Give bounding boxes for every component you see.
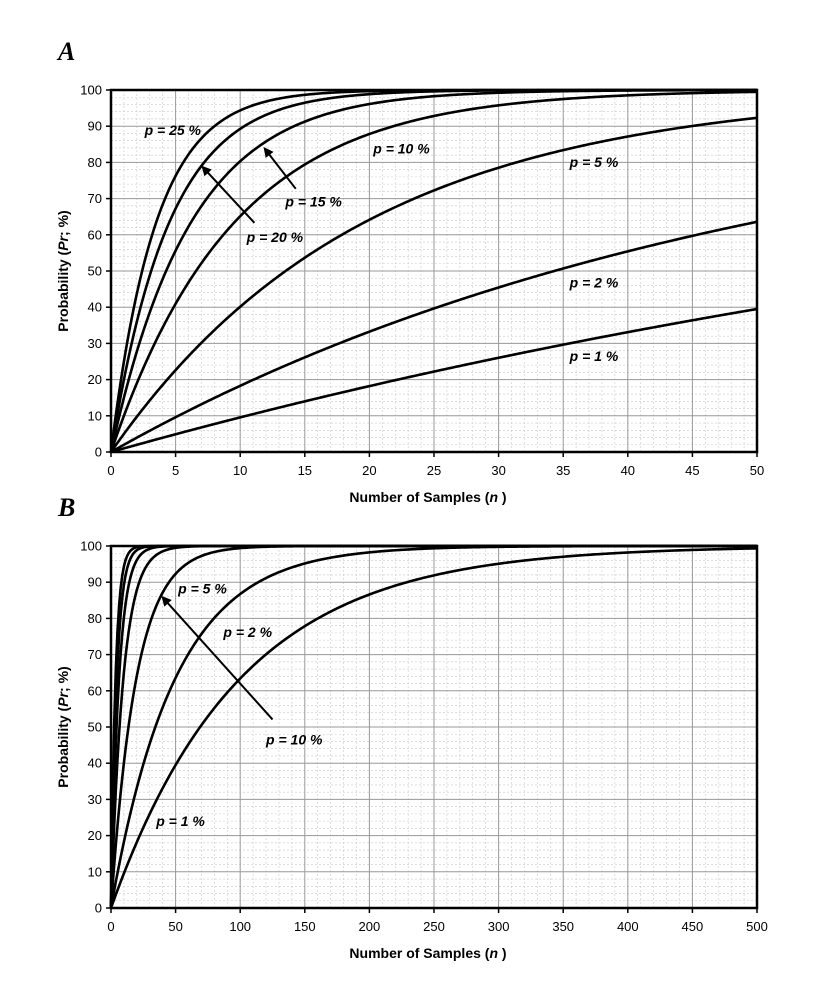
curve-label: p = 25 %	[144, 122, 202, 138]
curve-label: p = 10 %	[265, 731, 323, 747]
major-grid	[110, 545, 758, 909]
series-line-p5	[109, 116, 758, 453]
panel-letter-a: A	[56, 37, 75, 66]
x-tick-label: 50	[168, 919, 182, 934]
x-tick-label: 20	[362, 463, 376, 478]
x-tick-label: 100	[229, 919, 251, 934]
x-tick-label: 400	[617, 919, 639, 934]
series-line-p1	[109, 547, 758, 909]
annotation-arrow	[161, 595, 274, 721]
curve-label: p = 2 %	[222, 624, 272, 640]
series-line-p2	[109, 544, 758, 909]
y-tick-label: 40	[88, 756, 102, 771]
curve-label: p = 10 %	[372, 141, 430, 157]
y-tick-label: 20	[88, 828, 102, 843]
x-axis-title-var: n	[489, 489, 501, 505]
x-tick-label: 250	[423, 919, 445, 934]
x-tick-label: 500	[746, 919, 768, 934]
curve-label: p = 5 %	[569, 154, 619, 170]
y-tick-label: 80	[88, 611, 102, 626]
y-tick-label: 70	[88, 647, 102, 662]
y-axis-title-end: ; %)	[55, 210, 71, 236]
y-axis-title-var: Pr	[55, 690, 71, 706]
y-tick-label: 100	[80, 83, 102, 98]
series-line-p1	[110, 307, 758, 454]
panel-letter-b: B	[57, 493, 75, 522]
x-axis-title-main: Number of Samples (	[349, 489, 489, 505]
x-tick-label: 40	[621, 463, 635, 478]
y-axis-title: Probability (Pr; %)	[55, 666, 71, 787]
y-tick-label: 50	[88, 720, 102, 735]
chart-panel-b: 0 50 100 150 200 250 300 350 400 450 500 0 10 20 30 40 5…	[55, 539, 768, 962]
y-tick-label: 50	[88, 264, 102, 279]
y-tick-label: 0	[95, 445, 102, 460]
x-tick-label: 0	[107, 919, 114, 934]
y-axis-title-main: Probability (	[55, 706, 71, 787]
series-curves	[109, 544, 758, 909]
curve-label: p = 2 %	[569, 275, 619, 291]
curve-label: p = 1 %	[569, 348, 619, 364]
x-tick-label: 5	[172, 463, 179, 478]
x-axis-title: Number of Samples (n )	[349, 945, 506, 961]
y-tick-label: 90	[88, 119, 102, 134]
y-tick-label: 90	[88, 575, 102, 590]
x-tick-label: 25	[427, 463, 441, 478]
y-tick-label: 100	[80, 539, 102, 554]
y-axis-title-main: Probability (	[55, 250, 71, 331]
y-tick-label: 30	[88, 792, 102, 807]
x-axis-title-end: )	[502, 945, 507, 961]
x-tick-label: 30	[491, 463, 505, 478]
x-tick-label: 35	[556, 463, 570, 478]
y-tick-label: 0	[95, 901, 102, 916]
y-tick-label: 20	[88, 372, 102, 387]
x-tick-label: 15	[298, 463, 312, 478]
curve-label: p = 5 %	[177, 580, 227, 596]
y-tick-label: 70	[88, 191, 102, 206]
x-tick-label: 450	[682, 919, 704, 934]
y-tick-label: 80	[88, 155, 102, 170]
x-tick-label: 10	[233, 463, 247, 478]
x-axis-title-end: )	[502, 489, 507, 505]
x-axis-title-main: Number of Samples (	[349, 945, 489, 961]
y-axis-title: Probability (Pr; %)	[55, 210, 71, 331]
x-tick-label: 50	[750, 463, 764, 478]
series-line-p10	[109, 90, 758, 453]
annotation-arrow	[263, 147, 297, 190]
x-axis-title: Number of Samples (n )	[349, 489, 506, 505]
x-axis-title-var: n	[489, 945, 501, 961]
y-tick-label: 10	[88, 864, 102, 879]
y-tick-label: 60	[88, 227, 102, 242]
y-tick-label: 40	[88, 300, 102, 315]
x-tick-label: 45	[685, 463, 699, 478]
x-tick-label: 150	[294, 919, 316, 934]
y-axis-title-end: ; %)	[55, 666, 71, 692]
chart-panel-a: 0 5 10 15 20 25 30 35 40 45 50 0 10 20 30 40 50 60 70 80 90 1…	[55, 83, 764, 506]
x-tick-label: 350	[552, 919, 574, 934]
curve-label: p = 20 %	[246, 229, 304, 245]
x-tick-label: 0	[107, 463, 114, 478]
y-axis-title-var: Pr	[55, 234, 71, 250]
y-tick-label: 10	[88, 408, 102, 423]
x-tick-label: 300	[488, 919, 510, 934]
major-grid	[110, 89, 758, 453]
y-tick-label: 30	[88, 336, 102, 351]
curve-label: p = 15 %	[284, 194, 342, 210]
annotation-arrow	[201, 165, 256, 224]
y-tick-label: 60	[88, 683, 102, 698]
curve-label: p = 1 %	[155, 813, 205, 829]
series-line-p2	[110, 220, 758, 454]
x-tick-label: 200	[359, 919, 381, 934]
